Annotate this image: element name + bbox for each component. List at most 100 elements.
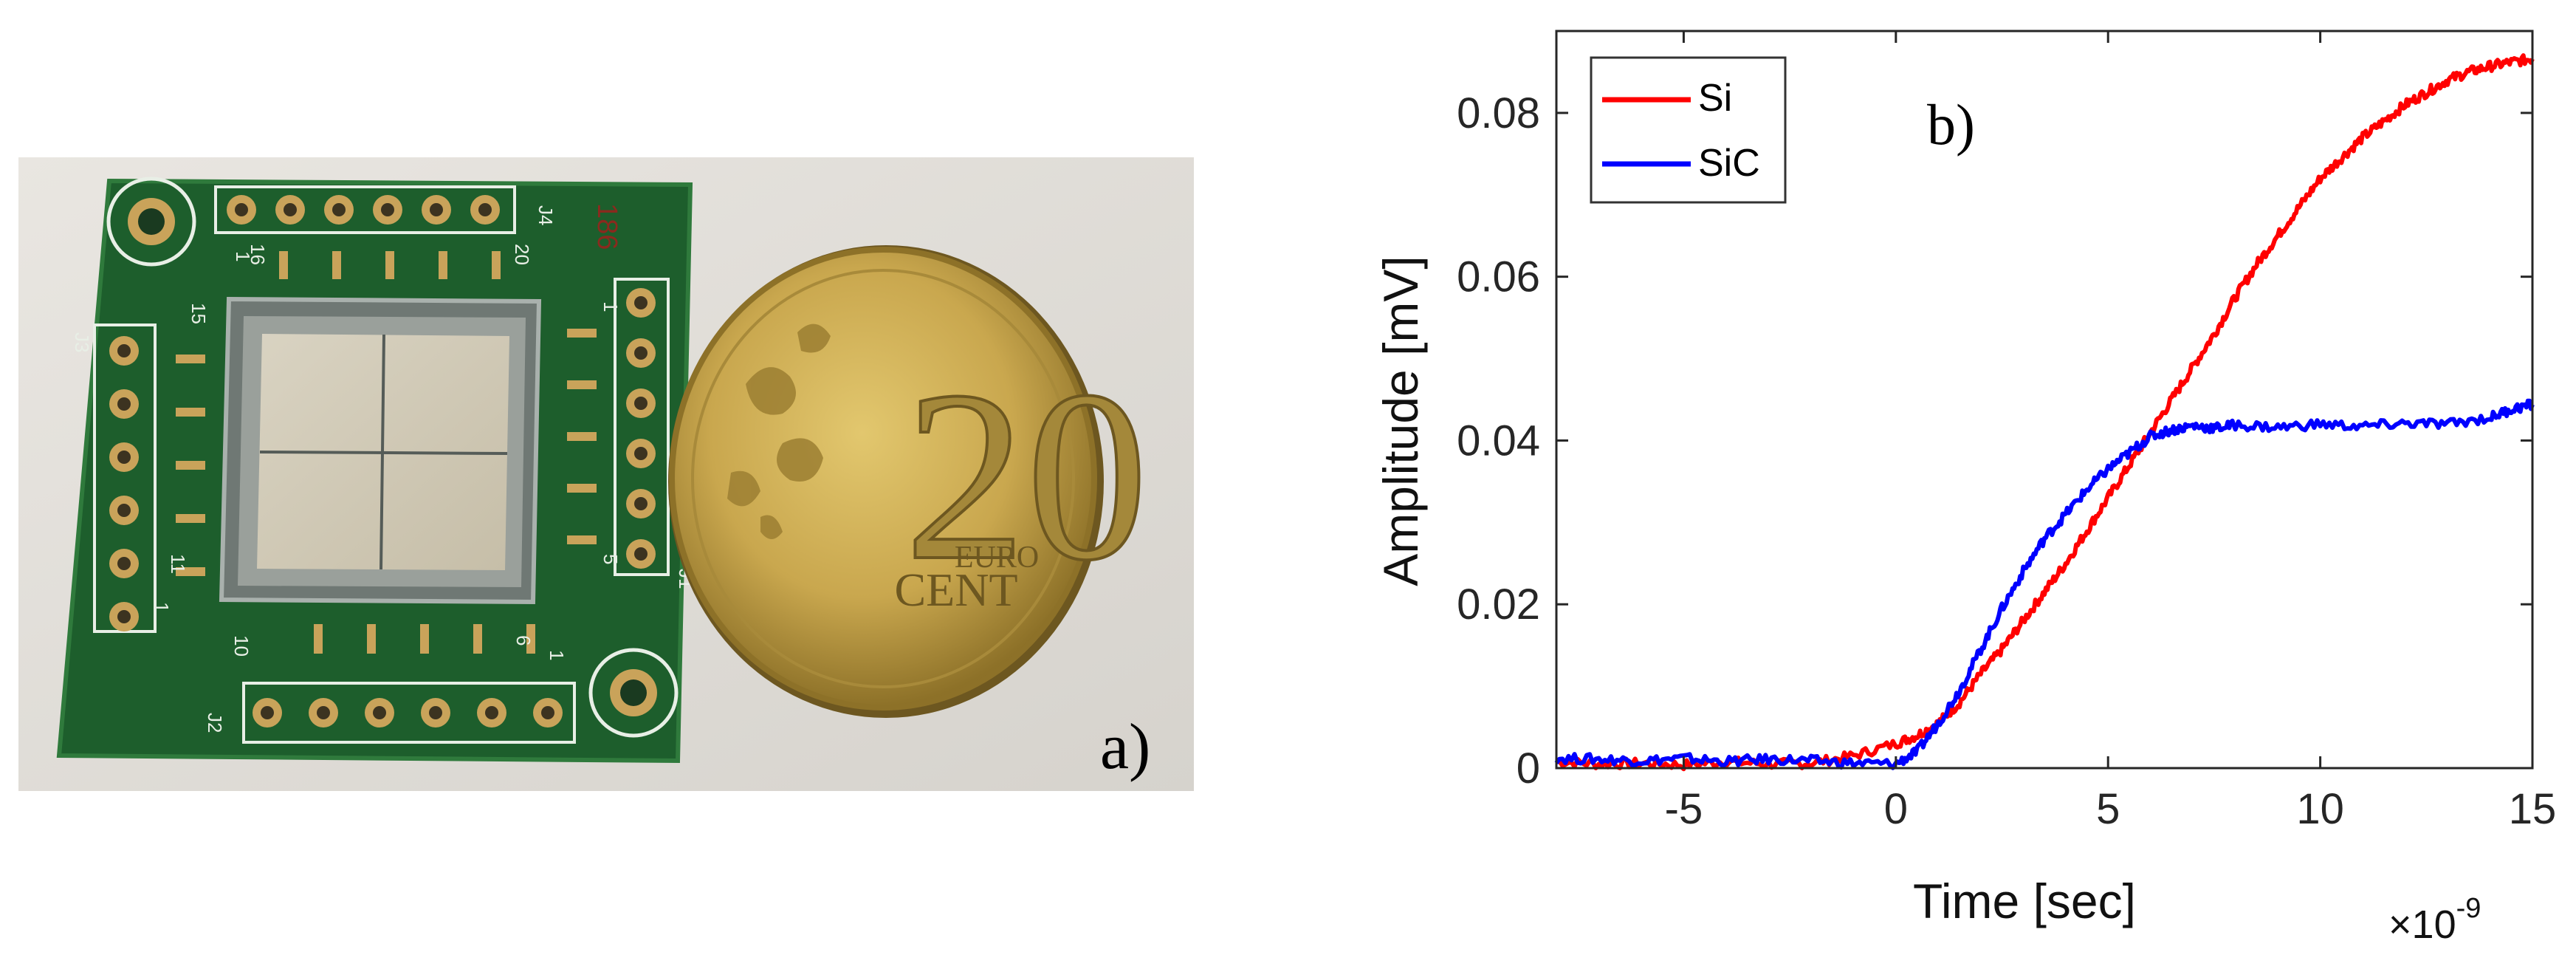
coin-value: 20 [904,341,1148,611]
x-tick-label: 5 [2096,785,2120,833]
pcb-finger [473,624,482,654]
pin-label-1-bottom: 1 [546,650,568,660]
j3-pad-hole [117,557,131,570]
j1-pad-hole [634,296,648,309]
mounting-hole-top-left [106,177,196,267]
pin-label-1-left: 1 [151,602,173,612]
europe-map-icon [727,323,831,539]
pcb-finger [567,380,597,389]
x-axis-label: Time [sec] [1913,874,2136,928]
j2-pad-hole [541,706,554,719]
x-axis-multiplier: ×10-9 [2388,893,2481,947]
j3-pad-hole [117,344,131,357]
j2-pad-hole [429,706,442,719]
pcb-finger [176,461,205,470]
pcb-finger [492,251,501,279]
label-j3: J3 [71,332,93,352]
j1-pad-hole [634,447,648,460]
pcb-finger [314,624,323,654]
mounting-hole-bottom-right [588,648,679,738]
y-tick-label: 0.02 [1457,581,1540,629]
j1-pad-hole [634,497,648,510]
j3-pad-hole [117,451,131,464]
pin-label-1-top: 1 [232,251,254,261]
pin-label-11: 11 [167,554,189,574]
header-j4 [214,185,516,234]
x-tick-label: 0 [1884,785,1908,833]
silkscreen-text: J4 J2 J3 J1 1 5 6 10 11 15 16 20 1 1 1 1… [71,203,697,733]
j3-pad-hole [117,504,131,517]
panel-a-label: a) [1100,711,1150,783]
pcb-finger [526,624,535,654]
pcb-finger [385,251,394,279]
j1-pad-hole [634,346,648,360]
j1-pad-hole [634,547,648,561]
j1-pad-hole [634,397,648,410]
x-tick-label: -5 [1665,785,1703,833]
header-j1 [614,278,670,576]
axes-layer: -5 0 5 10 15 0 0.02 0.04 0.06 0.08 [1457,30,2557,833]
j3-pad-hole [117,397,131,411]
pcb-edge-fingers [176,251,597,654]
pcb-finger [567,535,597,544]
pcb-finger [567,484,597,493]
pcb-finger [439,251,447,279]
j2-pad-hole [317,706,330,719]
label-j2: J2 [204,713,226,733]
pin-label-6: 6 [512,635,535,646]
legend: Si SiC [1590,56,1787,204]
coin-word-bottom: CENT [894,564,1017,616]
series-line-sic [1554,398,2535,770]
chart-panel: -5 0 5 10 15 0 0.02 0.04 0.06 0.08 Si SiC b) Time… [1373,30,2557,947]
pin-label-5: 5 [600,554,622,564]
j4-pad-hole [381,203,394,216]
pcb-finger [176,514,205,523]
legend-box [1590,56,1787,204]
pcb-finger [176,355,205,363]
x-tick-label: 10 [2296,785,2344,833]
pcb-finger [567,432,597,441]
y-tick-label: 0 [1517,744,1540,792]
label-j4: J4 [535,205,557,225]
y-tick-label: 0.06 [1457,253,1540,301]
pin-label-15: 15 [188,303,210,324]
pin-label-20: 20 [511,244,533,265]
y-axis-label: Amplitude [mV] [1373,256,1428,586]
legend-label-sic: SiC [1698,142,1760,185]
j2-pad-hole [261,706,274,719]
series-layer [1554,53,2535,772]
pin-label-1: 1 [600,301,622,312]
j4-pad-hole [478,203,492,216]
pcb-board: J4 J2 J3 J1 1 5 6 10 11 15 16 20 1 1 1 1… [56,177,697,764]
x-tick-label: 15 [2509,785,2557,833]
pcb-finger [279,251,288,279]
euro-coin: 20 EURO CENT [668,245,1150,718]
j4-pad-hole [332,203,346,216]
panel-b-label: b) [1927,92,1975,157]
j3-pad-hole [117,610,131,623]
j4-pad-hole [430,203,443,216]
header-j3 [93,323,157,633]
header-j2 [242,682,576,744]
y-tick-label: 0.04 [1457,417,1540,465]
pcb-finger [176,408,205,417]
pcb-finger [332,251,341,279]
y-tick-label: 0.08 [1457,89,1540,137]
pcb-finger [176,567,205,576]
photo-panel: J4 J2 J3 J1 1 5 6 10 11 15 16 20 1 1 1 1… [18,157,1194,791]
j2-pad-hole [373,706,386,719]
coin-word-top: EURO [955,541,1039,575]
j2-pad-hole [485,706,498,719]
pcb-finger [567,329,597,338]
pcb-finger [367,624,376,654]
serial-mark: 186 [591,203,622,250]
sensor-package [219,296,542,605]
pin-label-16: 16 [247,244,269,265]
axes-box [1555,30,2534,770]
legend-label-si: Si [1698,77,1732,120]
j4-pad-hole [284,203,297,216]
pcb-finger [420,624,429,654]
j4-pad-hole [235,203,248,216]
pin-label-10: 10 [230,635,253,657]
